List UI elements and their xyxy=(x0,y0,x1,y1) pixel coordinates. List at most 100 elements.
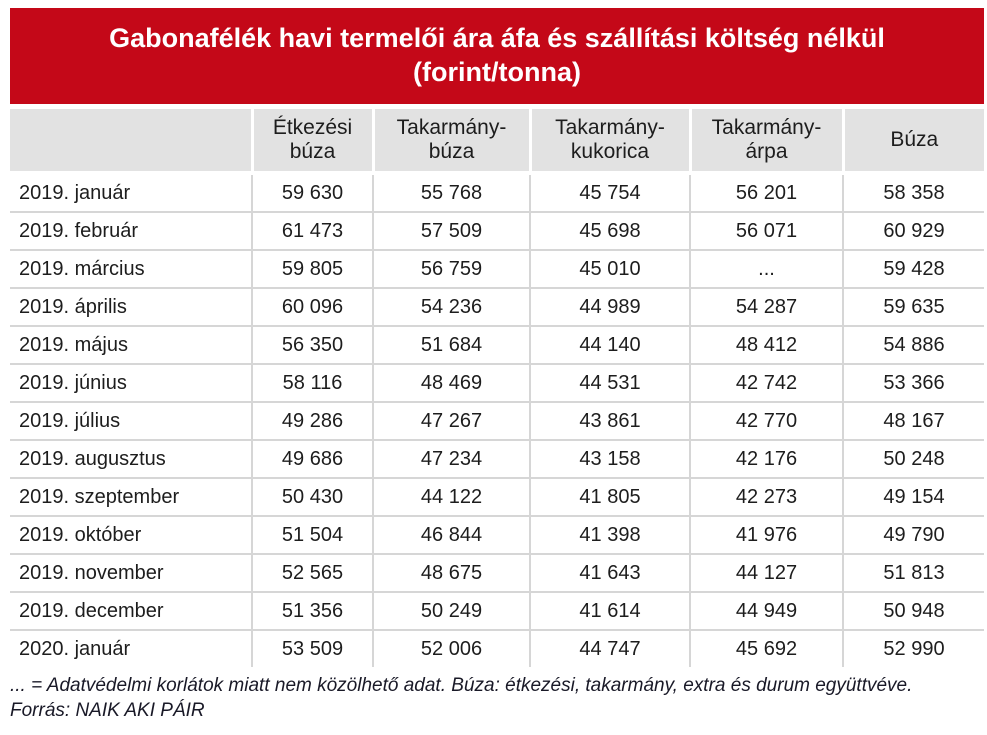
price-cell: 41 398 xyxy=(529,515,690,554)
price-cell: 41 976 xyxy=(689,515,843,554)
price-cell: 49 286 xyxy=(251,401,373,440)
table-body: 2019. január 59 630 55 768 45 754 56 201 58 3… xyxy=(10,173,984,667)
price-cell: 59 428 xyxy=(842,249,984,288)
table-row: 2019. március 59 805 56 759 45 010... 59 428 xyxy=(10,249,984,288)
price-cell: 44 140 xyxy=(529,325,690,364)
price-cell: 56 201 xyxy=(689,173,843,212)
price-cell: 58 358 xyxy=(842,173,984,212)
price-cell: ... xyxy=(689,249,843,288)
content-wrap: Gabonafélék havi termelői ára áfa és szá… xyxy=(10,8,984,723)
table-row: 2019. december 51 356 50 249 41 614 44 949 50… xyxy=(10,591,984,630)
price-cell: 50 430 xyxy=(251,477,373,516)
footnote-missing-data: ... = Adatvédelmi korlátok miatt nem köz… xyxy=(10,675,913,696)
row-label: 2019. július xyxy=(10,401,252,440)
price-cell: 58 116 xyxy=(251,363,373,402)
price-cell: 61 473 xyxy=(251,211,373,250)
table-header: Étkezési búza Takarmány- búza Takarmány-… xyxy=(10,109,984,175)
price-cell: 41 805 xyxy=(529,477,690,516)
price-cell: 51 813 xyxy=(842,553,984,592)
price-cell: 56 071 xyxy=(689,211,843,250)
row-label: 2019. április xyxy=(10,287,252,326)
price-cell: 59 630 xyxy=(251,173,373,212)
column-header-buza: Búza xyxy=(841,109,984,175)
row-label: 2019. január xyxy=(19,181,131,204)
price-cell: 42 273 xyxy=(689,477,843,516)
price-cell: 50 248 xyxy=(842,439,984,478)
price-cell: 56 759 xyxy=(372,249,530,288)
price-cell: 51 504 xyxy=(251,515,373,554)
price-cell: 52 990 xyxy=(842,629,984,667)
table-row: 2019. május 56 350 51 684 44 140 48 412 54 88… xyxy=(10,325,984,364)
row-label: 2019. augusztus xyxy=(10,439,252,478)
table-row: 2019. február 61 473 57 509 45 698 56 071 60 … xyxy=(10,211,984,250)
price-cell: 52 565 xyxy=(251,553,373,592)
price-cell: 49 790 xyxy=(842,515,984,554)
price-table: Étkezési búza Takarmány- búza Takarmány-… xyxy=(10,109,984,667)
price-cell: 46 844 xyxy=(372,515,530,554)
header-row: Étkezési búza Takarmány- búza Takarmány-… xyxy=(10,109,984,175)
footnotes: ... = Adatvédelmi korlátok miatt nem köz… xyxy=(10,674,984,723)
chart-title-banner: Gabonafélék havi termelői ára áfa és szá… xyxy=(10,8,984,104)
column-header-takarmany-arpa: Takarmány- árpa xyxy=(688,109,843,175)
price-cell: 60 096 xyxy=(251,287,373,326)
price-cell: 41 614 xyxy=(529,591,690,630)
price-cell: 50 948 xyxy=(842,591,984,630)
price-cell: 49 154 xyxy=(842,477,984,516)
price-cell: 59 635 xyxy=(842,287,984,326)
price-cell: 44 949 xyxy=(689,591,843,630)
price-cell: 44 531 xyxy=(529,363,690,402)
table-row: 2019. július 49 286 47 267 43 861 42 770 48 1… xyxy=(10,401,984,440)
price-cell: 42 742 xyxy=(689,363,843,402)
price-cell: 43 158 xyxy=(529,439,690,478)
price-cell: 48 167 xyxy=(842,401,984,440)
table-row: 2019. november 52 565 48 675 41 643 44 127 51… xyxy=(10,553,984,592)
price-cell: 53 509 xyxy=(251,629,373,667)
price-cell: 60 929 xyxy=(842,211,984,250)
price-cell: 54 886 xyxy=(842,325,984,364)
price-cell: 48 675 xyxy=(372,553,530,592)
price-cell: 52 006 xyxy=(372,629,530,667)
footnote-source: Forrás: NAIK AKI PÁIR xyxy=(10,699,205,721)
price-cell: 59 805 xyxy=(251,249,373,288)
price-cell: 43 861 xyxy=(529,401,690,440)
table-row: 2019. szeptember 50 430 44 122 41 805 42 273… xyxy=(10,477,984,516)
price-cell: 54 236 xyxy=(372,287,530,326)
price-cell: 47 234 xyxy=(372,439,530,478)
price-cell: 50 249 xyxy=(372,591,530,630)
chart-title: Gabonafélék havi termelői ára áfa és szá… xyxy=(109,23,885,87)
price-cell: 42 176 xyxy=(689,439,843,478)
price-cell: 45 010 xyxy=(529,249,690,288)
table-row: 2019. október 51 504 46 844 41 398 41 976 49 … xyxy=(10,515,984,554)
price-cell: 53 366 xyxy=(842,363,984,402)
price-cell: 55 768 xyxy=(372,173,530,212)
price-cell: 54 287 xyxy=(689,287,843,326)
price-cell: 51 684 xyxy=(372,325,530,364)
table-row: 2020. január 53 509 52 006 44 747 45 692 52 9… xyxy=(10,629,984,667)
price-cell: 48 469 xyxy=(372,363,530,402)
column-header-takarmany-kukorica: Takarmány- kukorica xyxy=(528,109,690,175)
price-cell: 49 686 xyxy=(251,439,373,478)
row-label: 2019. október xyxy=(10,515,252,554)
price-cell: 47 267 xyxy=(372,401,530,440)
table-row: 2019. augusztus 49 686 47 234 43 158 42 176 5… xyxy=(10,439,984,478)
row-label: 2020. január xyxy=(10,629,252,667)
price-cell: 41 643 xyxy=(529,553,690,592)
row-label: 2019. december xyxy=(10,591,252,630)
price-cell: 44 747 xyxy=(529,629,690,667)
column-header-month xyxy=(10,109,252,175)
price-cell: 44 122 xyxy=(372,477,530,516)
price-cell: 48 412 xyxy=(689,325,843,364)
price-cell: 45 692 xyxy=(689,629,843,667)
table-row: 2019. január 59 630 55 768 45 754 56 201 58 3… xyxy=(10,173,984,212)
row-label: 2019. szeptember xyxy=(10,477,252,516)
row-label: 2019. március xyxy=(10,249,252,288)
price-cell: 45 698 xyxy=(529,211,690,250)
column-header-etkezesi-buza: Étkezési búza xyxy=(250,109,373,175)
price-cell: 45 754 xyxy=(529,173,690,212)
price-cell: 42 770 xyxy=(689,401,843,440)
price-cell: 44 127 xyxy=(689,553,843,592)
price-cell: 57 509 xyxy=(372,211,530,250)
column-header-takarmany-buza: Takarmány- búza xyxy=(371,109,530,175)
price-cell: 56 350 xyxy=(251,325,373,364)
